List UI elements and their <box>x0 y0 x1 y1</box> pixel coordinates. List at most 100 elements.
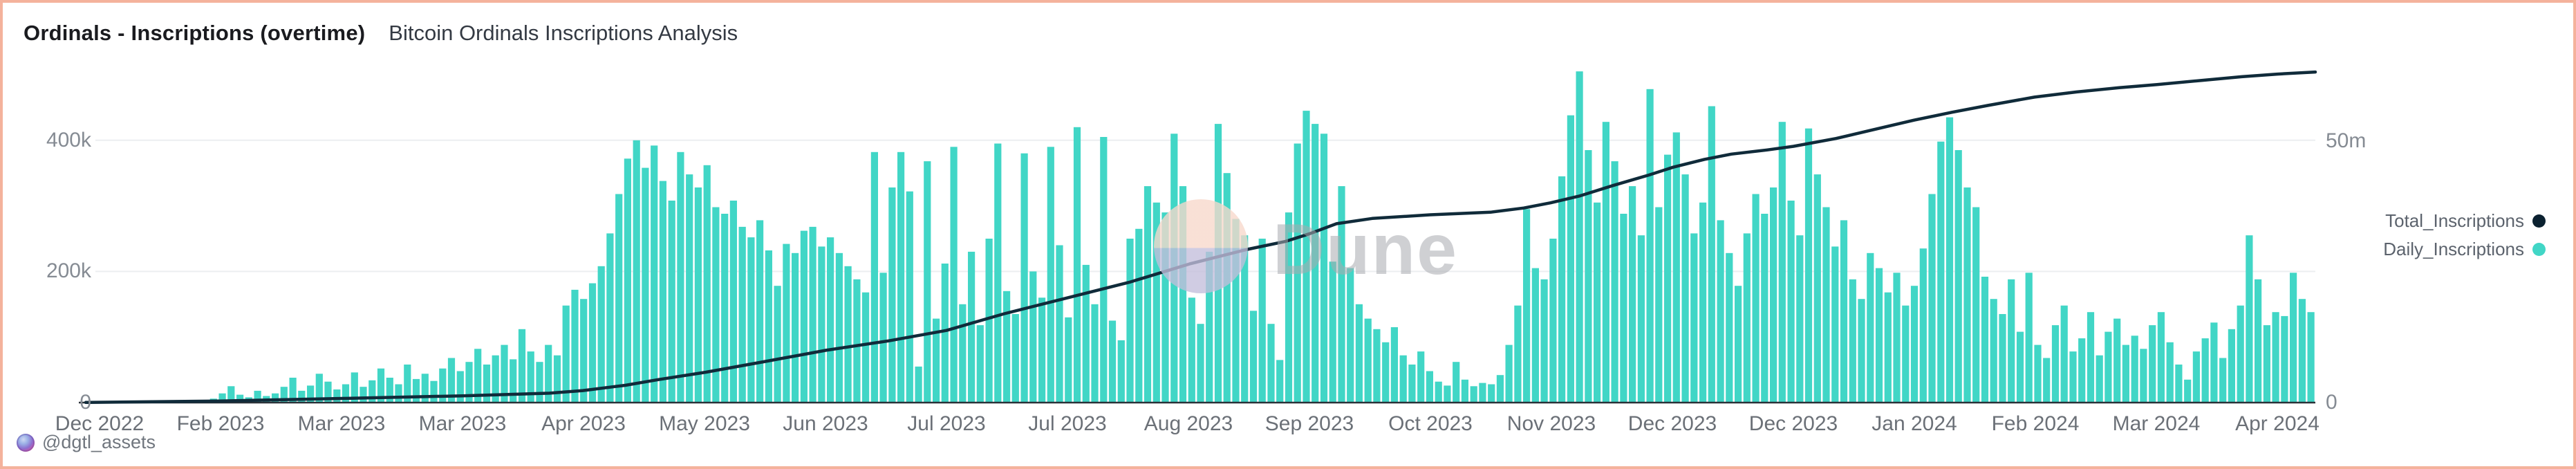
daily-inscriptions-bar <box>659 181 666 403</box>
author-byline[interactable]: @dgtl_assets <box>17 432 156 453</box>
x-axis-label: Nov 2023 <box>1506 412 1596 435</box>
daily-inscriptions-bar <box>1672 132 1680 403</box>
daily-inscriptions-bar <box>1735 286 1742 403</box>
daily-inscriptions-bar <box>1470 386 1477 403</box>
daily-inscriptions-bar <box>2060 305 2068 403</box>
daily-inscriptions-bar <box>1399 355 1407 403</box>
daily-inscriptions-bar <box>421 374 429 403</box>
chart-header: Ordinals - Inscriptions (overtime) Bitco… <box>24 21 738 46</box>
daily-inscriptions-bar <box>404 365 411 403</box>
daily-inscriptions-bar <box>800 230 808 403</box>
daily-inscriptions-bar <box>783 243 790 403</box>
daily-inscriptions-bar <box>1188 297 1195 403</box>
legend-item-daily-inscriptions[interactable]: Daily_Inscriptions <box>2383 239 2546 260</box>
daily-inscriptions-bar <box>315 374 323 403</box>
author-handle: @dgtl_assets <box>42 432 156 452</box>
daily-inscriptions-bar <box>729 201 737 403</box>
daily-inscriptions-bar <box>1822 207 1830 403</box>
daily-inscriptions-bar <box>2192 351 2200 403</box>
daily-inscriptions-bar <box>588 283 597 403</box>
daily-inscriptions-bar <box>703 165 711 403</box>
daily-inscriptions-bar <box>1038 297 1046 403</box>
daily-inscriptions-bar <box>879 273 887 403</box>
daily-inscriptions-bar <box>1029 271 1037 403</box>
daily-inscriptions-bar <box>1091 304 1099 403</box>
x-axis-label: Dec 2023 <box>1627 412 1717 435</box>
daily-inscriptions-bar <box>1637 235 1645 403</box>
daily-inscriptions-bar <box>1655 207 1663 403</box>
daily-inscriptions-bar <box>333 389 341 403</box>
x-axis-label: Aug 2023 <box>1144 412 1233 435</box>
y-axis-tick-left: 0 <box>80 391 91 414</box>
legend-dot-icon <box>2532 214 2546 228</box>
chart-legend: Total_Inscriptions Daily_Inscriptions <box>2383 210 2546 260</box>
daily-inscriptions-bar <box>518 329 526 403</box>
daily-inscriptions-bar <box>1893 273 1901 403</box>
daily-inscriptions-bar <box>1981 277 1989 403</box>
daily-inscriptions-bar <box>1602 122 1609 403</box>
daily-inscriptions-bar <box>324 381 332 403</box>
daily-inscriptions-bar <box>2298 299 2306 403</box>
daily-inscriptions-bar <box>1796 235 1804 403</box>
daily-inscriptions-bar <box>2034 344 2042 403</box>
daily-inscriptions-bar <box>1567 115 1574 403</box>
daily-inscriptions-bar <box>474 349 482 403</box>
daily-inscriptions-bar <box>862 292 870 403</box>
daily-inscriptions-bar <box>976 325 984 403</box>
x-axis-label: May 2023 <box>659 412 750 435</box>
daily-inscriptions-bar <box>738 226 746 403</box>
daily-inscriptions-bar <box>1945 117 1954 403</box>
daily-inscriptions-bar <box>633 140 640 403</box>
legend-item-total-inscriptions[interactable]: Total_Inscriptions <box>2385 210 2546 232</box>
daily-inscriptions-bar <box>1206 251 1213 403</box>
daily-inscriptions-bar <box>412 378 420 403</box>
daily-inscriptions-bar <box>272 393 279 403</box>
daily-inscriptions-bar <box>571 289 579 403</box>
daily-inscriptions-bar <box>615 194 623 403</box>
daily-inscriptions-bar <box>351 372 358 403</box>
daily-inscriptions-bar <box>1505 344 1513 403</box>
daily-inscriptions-bar <box>236 394 244 403</box>
daily-inscriptions-bar <box>1082 264 1090 403</box>
daily-inscriptions-bar <box>642 167 649 403</box>
daily-inscriptions-bar <box>1003 291 1011 403</box>
daily-inscriptions-bar <box>959 304 967 403</box>
daily-inscriptions-bar <box>289 378 297 403</box>
daily-inscriptions-bar <box>1144 186 1152 403</box>
daily-inscriptions-bar <box>765 250 772 403</box>
daily-inscriptions-bar <box>342 384 350 403</box>
daily-inscriptions-bar <box>545 344 552 403</box>
daily-inscriptions-bar <box>1928 194 1936 403</box>
daily-inscriptions-bar <box>2201 338 2209 403</box>
daily-inscriptions-bar <box>456 371 464 403</box>
daily-inscriptions-bar <box>1690 233 1698 403</box>
daily-inscriptions-bar <box>562 305 570 403</box>
daily-inscriptions-bar <box>747 237 755 403</box>
daily-inscriptions-bar <box>941 264 949 403</box>
daily-inscriptions-bar <box>527 351 534 403</box>
daily-inscriptions-bar <box>2290 273 2297 403</box>
plot-area[interactable] <box>86 62 2315 403</box>
daily-inscriptions-bar <box>1161 212 1169 403</box>
daily-inscriptions-bar <box>1488 384 1495 403</box>
daily-inscriptions-bar <box>677 151 684 403</box>
daily-inscriptions-bar <box>1294 143 1301 403</box>
daily-inscriptions-bar <box>1390 327 1398 403</box>
daily-inscriptions-bar <box>2228 329 2235 403</box>
legend-label: Daily_Inscriptions <box>2383 239 2524 259</box>
daily-inscriptions-bar <box>553 355 561 403</box>
daily-inscriptions-bar <box>1910 286 1919 403</box>
daily-inscriptions-bar <box>994 143 1002 403</box>
daily-inscriptions-bar <box>1479 383 1486 403</box>
daily-inscriptions-bar <box>1373 329 1381 403</box>
legend-label: Total_Inscriptions <box>2385 210 2524 231</box>
daily-inscriptions-bar <box>1875 268 1883 403</box>
daily-inscriptions-bar <box>2210 322 2218 403</box>
daily-inscriptions-bar <box>1426 371 1433 403</box>
daily-inscriptions-bar <box>1152 202 1160 403</box>
daily-inscriptions-bar <box>915 366 922 403</box>
daily-inscriptions-bar <box>2219 358 2227 403</box>
daily-inscriptions-bar <box>835 252 843 403</box>
daily-inscriptions-bar <box>1408 365 1416 403</box>
daily-inscriptions-bar <box>1752 194 1760 403</box>
